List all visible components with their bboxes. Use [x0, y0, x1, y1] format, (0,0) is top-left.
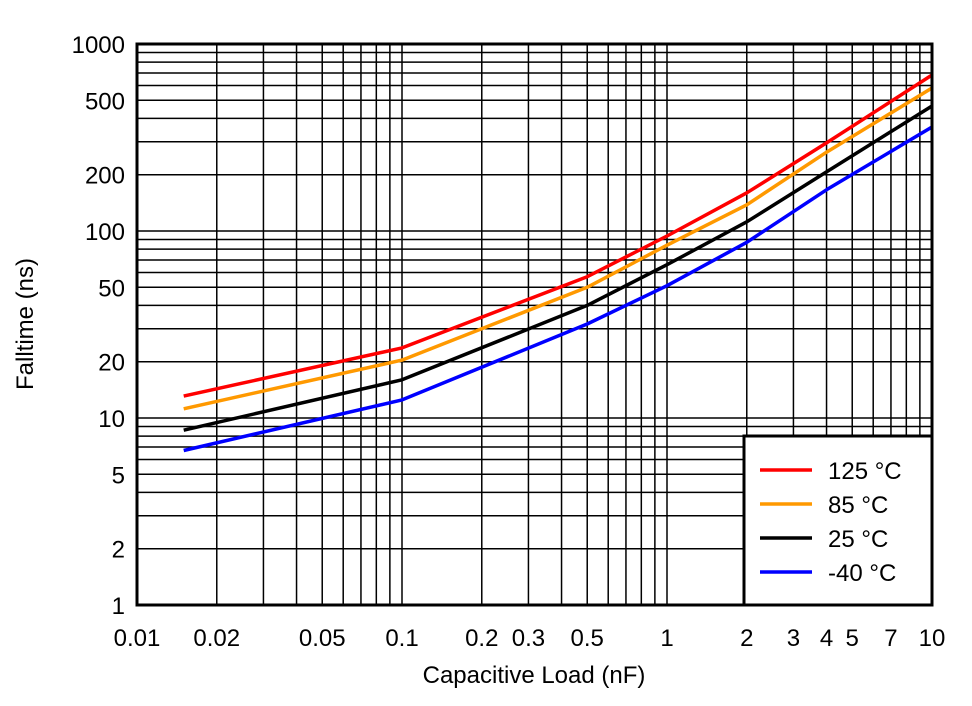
x-tick-label: 0.5	[571, 625, 604, 652]
y-tick-labels: 1 2 5 10 20 50 100 200 500 1000	[72, 32, 125, 620]
series-lines	[183, 73, 933, 453]
y-tick-label: 5	[112, 462, 125, 489]
series-line-3	[183, 125, 933, 453]
series-line-2	[183, 104, 933, 432]
y-tick-label: 200	[85, 163, 125, 190]
x-tick-label: 1	[660, 625, 673, 652]
legend-label: 125 °C	[828, 458, 902, 485]
y-tick-label: 500	[85, 88, 125, 115]
y-tick-label: 2	[112, 537, 125, 564]
plot-frame	[135, 42, 934, 607]
x-tick-label: 0.05	[299, 625, 346, 652]
x-tick-label: 2	[740, 625, 753, 652]
x-tick-label: 7	[884, 625, 897, 652]
series-line-0	[183, 73, 933, 398]
x-tick-label: 10	[919, 625, 946, 652]
x-tick-label: 0.1	[385, 625, 418, 652]
x-tick-label: 0.3	[512, 625, 545, 652]
x-tick-label: 0.02	[193, 625, 240, 652]
y-tick-label: 100	[85, 219, 125, 246]
y-tick-label: 1000	[72, 32, 125, 59]
legend-label: -40 °C	[828, 560, 896, 587]
legend-label: 85 °C	[828, 492, 888, 519]
legend-box	[742, 434, 934, 607]
x-tick-label: 0.01	[114, 625, 161, 652]
y-tick-label: 20	[98, 350, 125, 377]
legend: 125 °C 85 °C 25 °C -40 °C	[742, 434, 934, 607]
legend-label: 25 °C	[828, 526, 888, 553]
y-tick-label: 10	[98, 406, 125, 433]
x-tick-label: 5	[846, 625, 859, 652]
x-tick-label: 3	[787, 625, 800, 652]
x-tick-labels: 0.01 0.02 0.05 0.1 0.2 0.3 0.5 1 2 3 4 5 7 10	[114, 625, 946, 652]
y-tick-label: 50	[98, 275, 125, 302]
x-axis-label: Capacitive Load (nF)	[423, 662, 646, 689]
y-tick-label: 1	[112, 593, 125, 620]
x-tick-label: 4	[820, 625, 833, 652]
x-tick-label: 0.2	[465, 625, 498, 652]
y-axis-label: Falltime (ns)	[12, 258, 39, 390]
series-line-1	[183, 86, 933, 411]
